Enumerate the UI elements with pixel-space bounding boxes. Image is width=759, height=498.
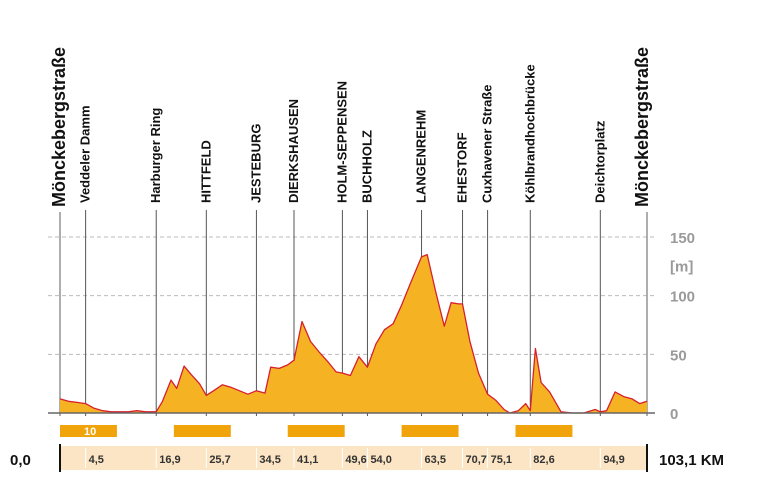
x-tick-label: 82,6: [533, 454, 554, 466]
y-unit-label: [m]: [670, 258, 693, 275]
x-axis: 4,5 16,9 25,7 34,5 41,1 49,6 54,0 63,5 70,7 75,1 8…: [10, 444, 724, 472]
elevation-fill: [60, 254, 647, 413]
segment-bar: [287, 425, 345, 437]
y-axis-ticks: 0 50 100 150 [m]: [670, 230, 695, 423]
waypoint-label: Köhlbrandhochbrücke: [522, 64, 537, 203]
x-tick-label: 54,0: [370, 454, 391, 466]
waypoint-label: HOLM-SEPPENSEN: [334, 81, 349, 203]
waypoint-label: Mönckebergstraße: [49, 47, 69, 207]
x-tick-label: 41,1: [297, 454, 318, 466]
waypoint-label: JESTEBURG: [248, 124, 263, 203]
waypoint-labels: Mönckebergstraße Veddeler Damm Harburger R…: [49, 47, 652, 207]
waypoint-label: HITTFELD: [198, 140, 213, 203]
elevation-line: [59, 253, 648, 414]
x-end-label: 103,1 KM: [659, 452, 724, 469]
waypoint-label: BUCHHOLZ: [359, 130, 374, 203]
y-tick-label: 150: [670, 230, 695, 247]
x-tick-label: 49,6: [345, 454, 366, 466]
segment-label: 10: [84, 426, 96, 438]
waypoint-label: Harburger Ring: [148, 108, 163, 203]
segment-bars: 10: [60, 425, 573, 438]
segment-bar: [515, 425, 573, 437]
x-tick-label: 70,7: [466, 454, 487, 466]
segment-bar: [173, 425, 231, 437]
waypoint-label: LANGENREHM: [414, 110, 429, 203]
gridlines: [48, 236, 655, 355]
x-tick-label: 94,9: [603, 454, 624, 466]
waypoint-label: EHESTORF: [455, 132, 470, 203]
waypoint-label: DIERKSHAUSEN: [286, 99, 301, 203]
x-tick-label: 34,5: [259, 454, 280, 466]
waypoint-label: Cuxhavener Straße: [480, 85, 495, 204]
y-tick-label: 100: [670, 289, 695, 306]
waypoint-label: Mönckebergstraße: [632, 47, 652, 207]
segment-bar: [401, 425, 459, 437]
x-tick-label: 75,1: [491, 454, 512, 466]
waypoint-label: Veddeler Damm: [78, 105, 93, 203]
x-tick-label: 4,5: [89, 454, 104, 466]
waypoint-label: Deichtorplatz: [592, 120, 607, 203]
x-tick-label: 16,9: [159, 454, 180, 466]
y-tick-label: 0: [670, 406, 678, 423]
x-axis-band: [60, 446, 647, 470]
x-start-label: 0,0: [10, 452, 31, 469]
elevation-area: [59, 253, 648, 414]
x-tick-label: 63,5: [425, 454, 446, 466]
y-tick-label: 50: [670, 347, 687, 364]
segment-bar: [60, 425, 117, 437]
x-tick-label: 25,7: [209, 454, 230, 466]
